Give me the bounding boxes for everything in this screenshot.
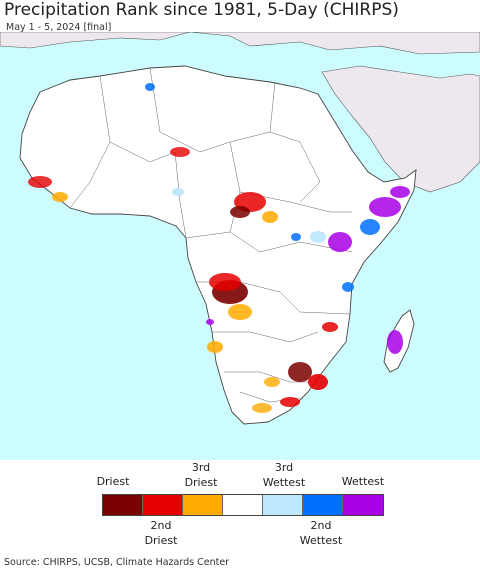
legend-swatch-2nd-driest — [143, 495, 183, 515]
country-borders — [69, 67, 353, 403]
map-title: Precipitation Rank since 1981, 5-Day (CH… — [4, 0, 399, 20]
africa-rank-map — [0, 32, 480, 460]
source-credit: Source: CHIRPS, UCSB, Climate Hazards Ce… — [4, 557, 230, 568]
legend-swatch-normal — [223, 495, 263, 515]
legend-label-2nd-wettest: 2nd Wettest — [299, 519, 343, 547]
arabia-landmass — [321, 65, 480, 193]
legend-label-3rd-wettest: 3rd Wettest — [262, 461, 306, 489]
legend-swatch-2nd-wettest — [303, 495, 343, 515]
legend-swatch-3rd-driest — [183, 495, 223, 515]
wet-patches — [145, 83, 410, 354]
legend-label-2nd-driest: 2nd Driest — [144, 519, 178, 547]
legend-label-driest: Driest — [96, 475, 130, 488]
legend-color-bar — [102, 494, 384, 516]
dry-patches — [28, 147, 338, 413]
legend-label-wettest: Wettest — [341, 475, 385, 488]
europe-landmass — [0, 32, 480, 55]
legend: Driest 3rd Driest 3rd Wettest Wettest 2nd D… — [0, 460, 480, 550]
legend-swatch-driest — [103, 495, 143, 515]
legend-swatch-3rd-wettest — [263, 495, 303, 515]
map-subtitle: May 1 - 5, 2024 [final] — [6, 22, 112, 33]
legend-swatch-wettest — [343, 495, 383, 515]
legend-label-3rd-driest: 3rd Driest — [184, 461, 218, 489]
